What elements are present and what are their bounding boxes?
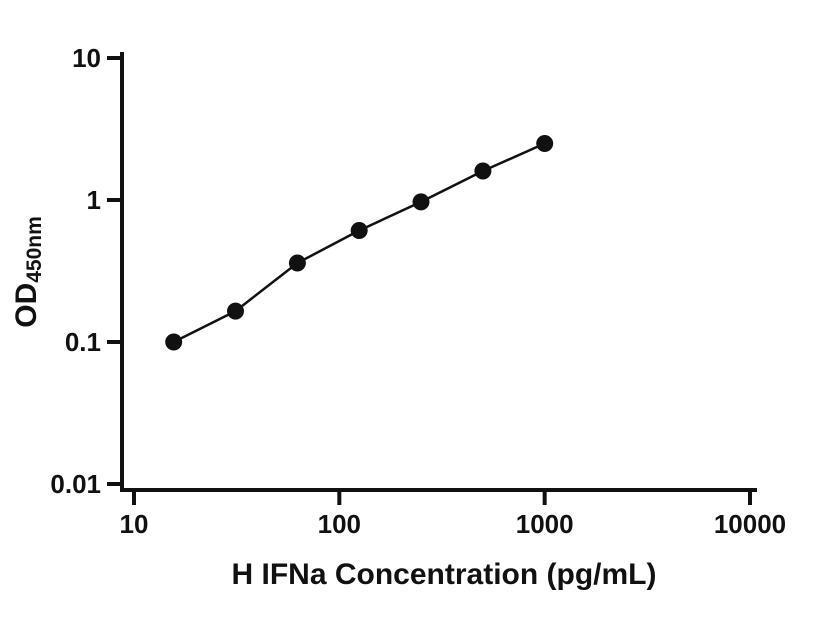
y-axis-title-subscript: 450nm [23,216,46,283]
data-point [350,222,368,239]
data-point [165,333,183,351]
data-point [227,302,244,320]
x-tick-label: 10000 [714,509,786,539]
y-tick-label: 10 [72,43,101,73]
x-tick-label: 10 [120,509,149,539]
y-axis-title-main: OD [10,283,43,328]
y-axis-title: OD450nm [10,216,46,328]
data-point [536,135,554,152]
y-tick-label: 0.01 [50,469,101,499]
y-axis-ticks: 0.01 0.1 1 10 [50,43,120,499]
data-point [474,162,492,180]
data-series [165,135,554,351]
y-tick-label: 1 [87,185,101,215]
y-tick-label: 0.1 [65,327,101,357]
data-point [412,193,430,211]
x-tick-label: 100 [318,509,361,539]
x-tick-label: 1000 [516,509,574,539]
data-point [288,254,306,272]
x-axis-ticks: 10 100 1000 10000 [120,492,786,539]
x-axis-title: H IFNa Concentration (pg/mL) [232,558,657,591]
